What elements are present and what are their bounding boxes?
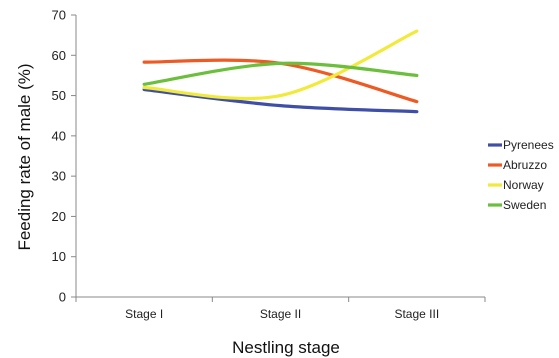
x-tick-label: Stage I [125,307,163,321]
y-tick-label: 20 [52,209,66,224]
y-tick-labels: 0 10 20 30 40 50 60 70 [52,8,66,305]
y-tick-label: 0 [59,290,66,305]
y-tick-label: 50 [52,88,66,103]
x-tick-label: Stage III [394,307,439,321]
legend: Pyrenees Abruzzo Norway Sweden [488,138,554,212]
y-axis-title: Feeding rate of male (%) [15,63,34,250]
series-line-sweden [142,61,419,86]
series-line-pyrenees [142,87,419,114]
legend-label-sweden: Sweden [503,198,546,212]
y-tick-label: 10 [52,249,66,264]
legend-label-abruzzo: Abruzzo [503,158,547,172]
axes [71,14,486,302]
series-lines [142,29,419,114]
legend-label-pyrenees: Pyrenees [503,138,554,152]
y-tick-label: 60 [52,48,66,63]
y-tick-label: 70 [52,8,66,23]
y-tick-label: 30 [52,169,66,184]
legend-label-norway: Norway [503,178,544,192]
x-tick-labels: Stage I Stage II Stage III [125,307,439,321]
x-axis-title: Nestling stage [232,338,340,357]
series-line-norway [142,29,419,101]
x-tick-label: Stage II [260,307,301,321]
y-tick-label: 40 [52,128,66,143]
